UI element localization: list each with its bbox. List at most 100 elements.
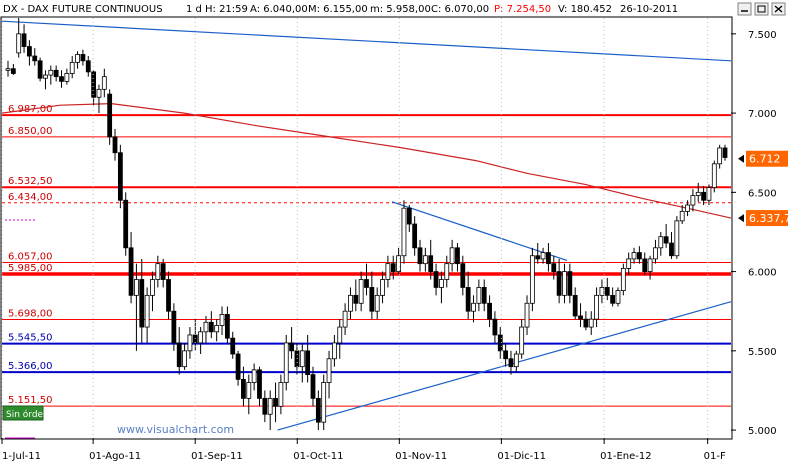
candle [85, 56, 91, 77]
window-controls[interactable] [737, 2, 786, 16]
candle [69, 56, 75, 79]
candle-body [455, 247, 460, 265]
candle [53, 65, 59, 82]
header-high: H: 21:59 [205, 4, 248, 15]
candle [455, 243, 460, 272]
candle [390, 255, 396, 280]
candle-body [449, 247, 455, 265]
candle-body [546, 252, 551, 265]
candle-body [96, 88, 102, 98]
candle [546, 243, 551, 272]
candle-body [711, 163, 717, 188]
candle-body [144, 294, 150, 328]
candle-body [75, 54, 80, 63]
x-tick-label: 01-Sep-11 [191, 451, 243, 462]
candle-body [224, 313, 230, 339]
candle-body [241, 378, 246, 399]
candle [519, 319, 525, 359]
candle-body [636, 252, 642, 260]
candle-body [722, 147, 728, 158]
y-tick-label: 7.000 [748, 109, 777, 120]
candle [701, 186, 706, 206]
candle [417, 239, 423, 272]
candle [422, 247, 428, 272]
candle [679, 205, 685, 225]
header-min: m: 5.958,00 [370, 4, 431, 15]
candle [604, 277, 610, 301]
candle-body [535, 255, 541, 260]
header-symbol: DX - DAX FUTURE CONTINUOUS [3, 4, 163, 15]
candle-body [348, 294, 353, 312]
candle-body [508, 358, 514, 368]
candle [642, 252, 648, 275]
candle-body [139, 279, 145, 328]
minimize-icon[interactable] [737, 2, 752, 16]
candle-body [390, 263, 396, 272]
candle-body [572, 294, 578, 317]
candle [257, 366, 262, 407]
candle [401, 200, 407, 264]
candle [219, 306, 225, 335]
price-tag-label: 6.712 [749, 153, 781, 166]
candle [342, 303, 348, 335]
x-axis-ticks: 1-Jul-11 01-Ago-11 01-Sep-11 01-Oct-11 01-No… [1, 18, 726, 462]
candle-body [37, 60, 43, 79]
candle [176, 327, 182, 375]
candle-body [396, 255, 402, 272]
candle [669, 231, 674, 259]
candle-body [53, 69, 59, 78]
candle-body [385, 263, 391, 280]
candle [64, 68, 70, 85]
candle [540, 247, 546, 264]
candle [620, 263, 626, 296]
candle-body [647, 258, 653, 272]
candle-body [155, 263, 161, 280]
candle-body [305, 350, 311, 376]
candle-body [59, 76, 64, 82]
candle-body [540, 252, 546, 260]
candle-body [80, 54, 86, 62]
candle [636, 246, 642, 264]
candle-body [701, 191, 706, 201]
candle-body [674, 220, 680, 257]
price-tag: 6.712 [738, 150, 788, 167]
candle-body [198, 331, 204, 344]
candle-body [695, 191, 701, 196]
candle-body [653, 247, 658, 260]
candle [503, 342, 509, 367]
candle [75, 51, 80, 69]
candle-body [283, 342, 289, 383]
candle [348, 287, 353, 320]
candle-body [529, 255, 535, 304]
level-label: 5.985,00 [8, 263, 53, 274]
candle [369, 271, 375, 320]
candle-body [717, 147, 723, 165]
candle-body [342, 310, 348, 328]
candle-body [594, 294, 599, 320]
candle [27, 40, 32, 66]
candle-body [497, 334, 503, 352]
y-tick-label: 5.500 [748, 347, 777, 358]
plot-area[interactable] [0, 16, 733, 440]
candle [273, 382, 278, 423]
candle [230, 331, 236, 359]
candle-body [631, 252, 637, 260]
candle [241, 366, 246, 407]
candle-body [150, 279, 155, 296]
candle-body [208, 321, 214, 333]
orders-badge[interactable]: Sin órdenes [2, 405, 59, 421]
candle-body [166, 279, 171, 312]
candle-body [626, 258, 632, 269]
candle-body [107, 93, 113, 138]
candle-body [112, 136, 118, 154]
candle-body [203, 321, 209, 333]
candle-body [658, 236, 664, 249]
candle [43, 70, 48, 90]
y-tick-label: 6.000 [748, 268, 777, 279]
candle [513, 350, 519, 374]
candle [599, 279, 605, 304]
maximize-icon[interactable] [754, 2, 769, 16]
orders-badge-label: Sin órdenes [6, 409, 59, 420]
candle-body [187, 334, 193, 352]
